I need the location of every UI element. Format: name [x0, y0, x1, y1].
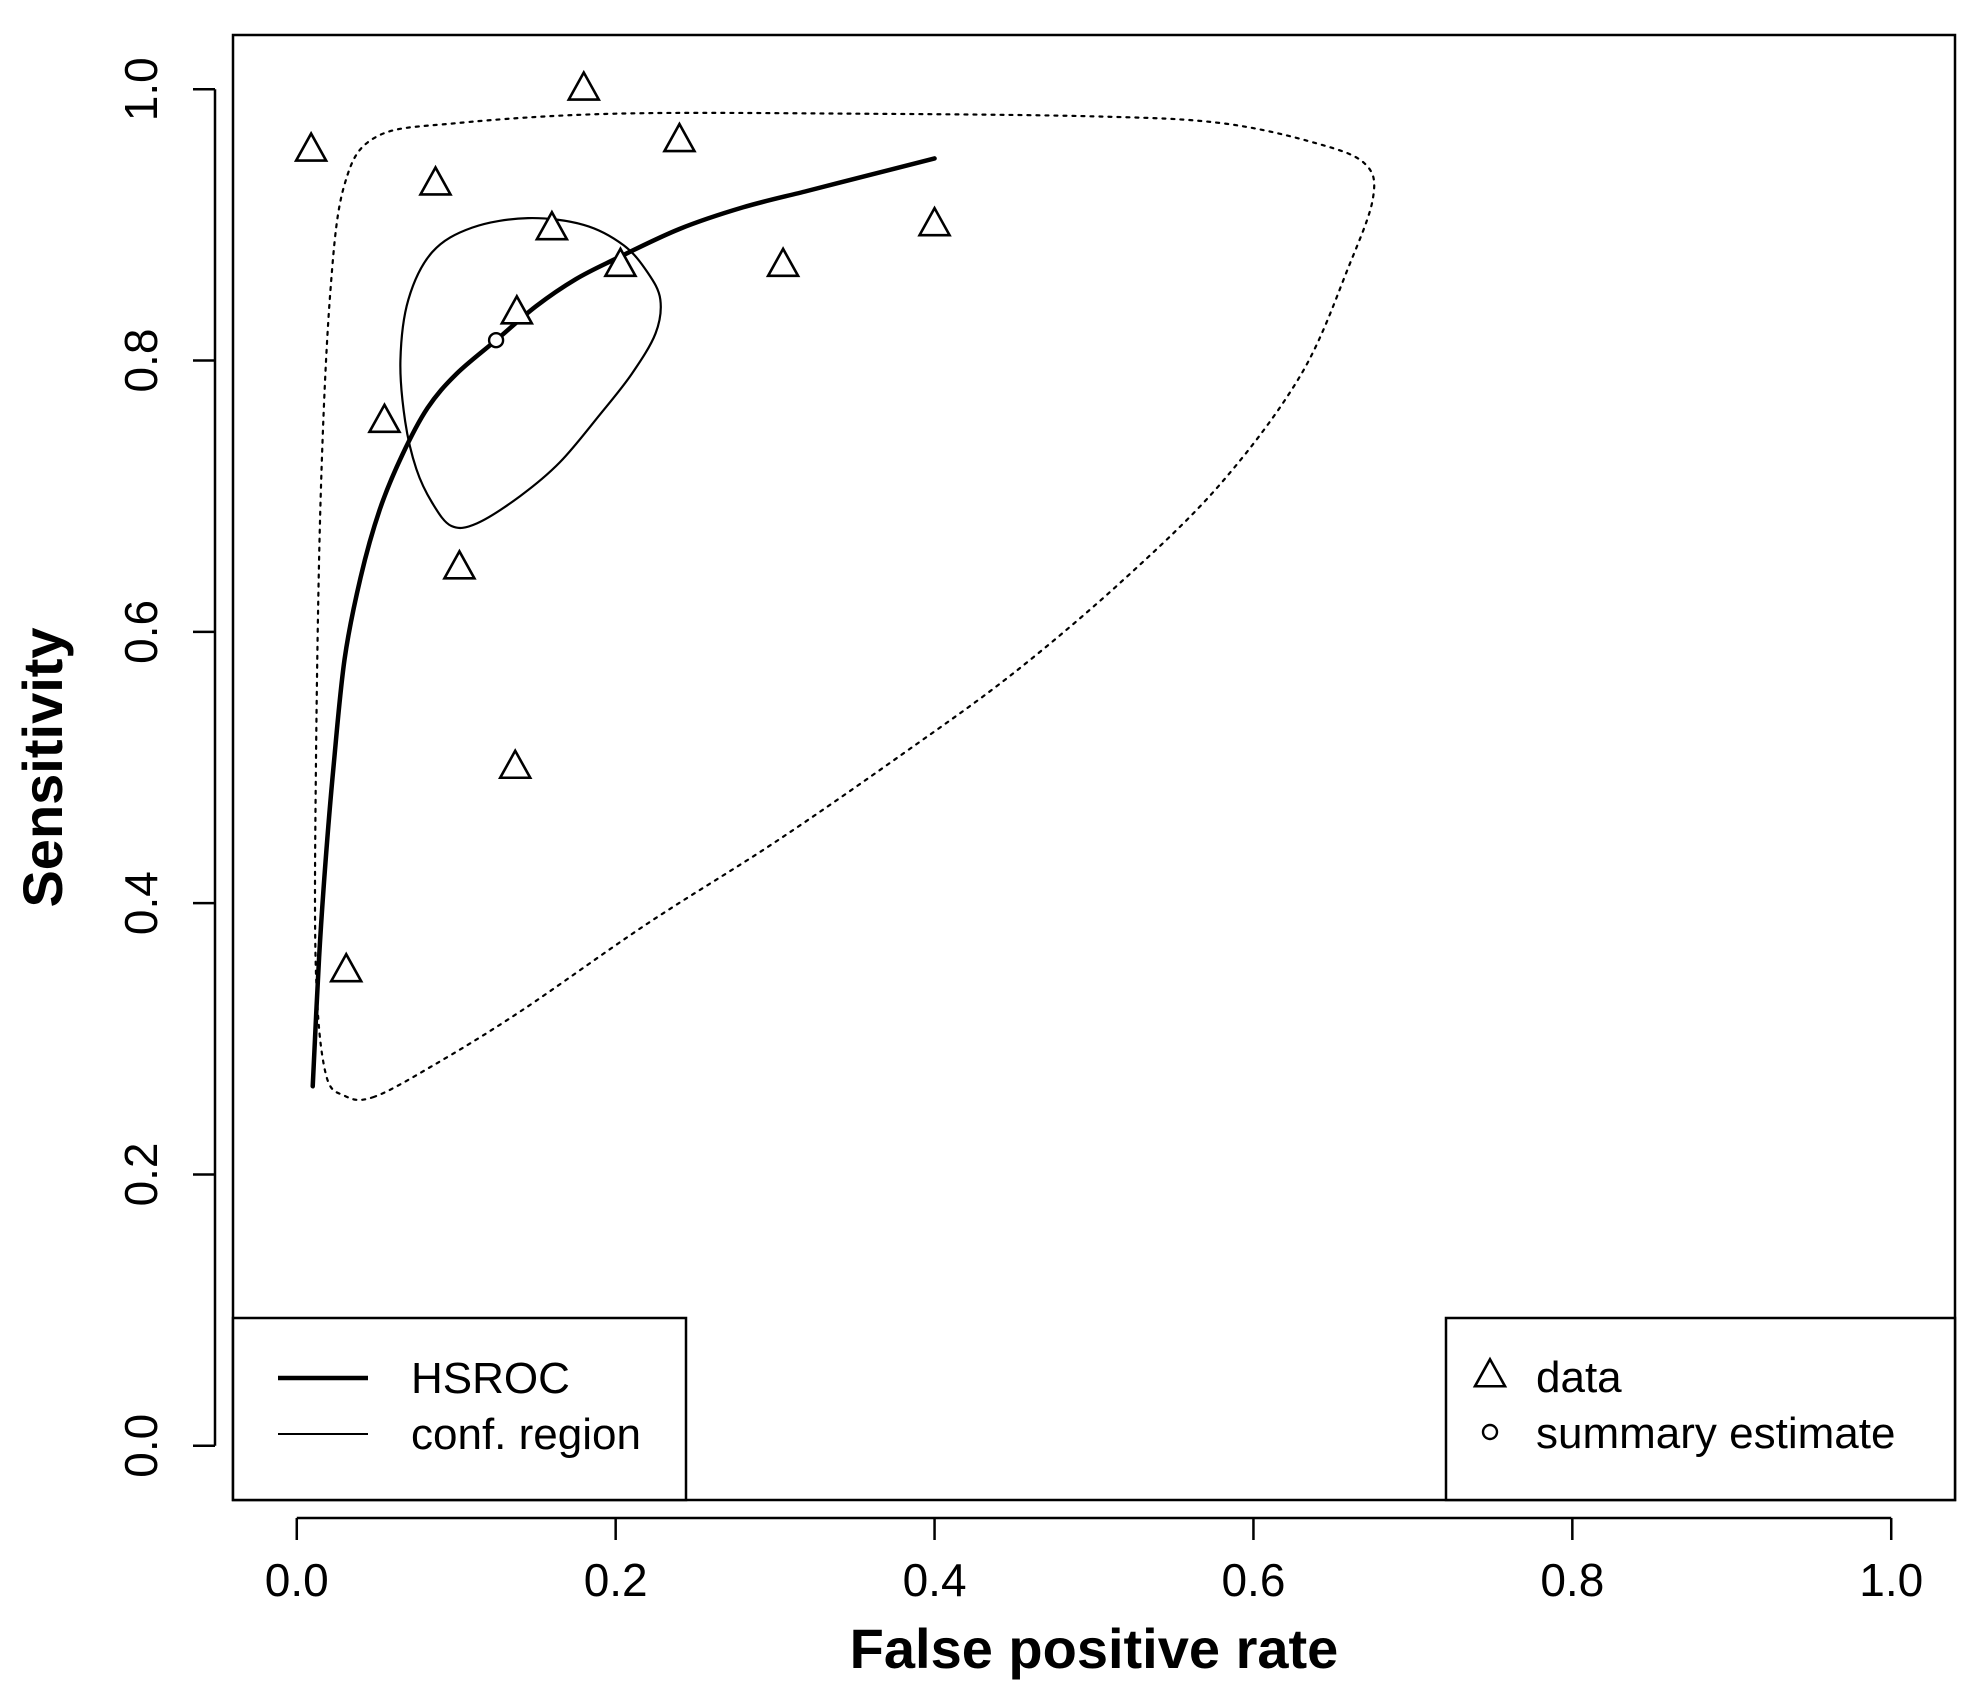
data-point — [328, 951, 364, 983]
axes: 0.0 0.2 0.4 0.6 0.8 1.0 0.0 0.2 0.4 0.6 0.8 1.0 — [115, 33, 1957, 1606]
data-point — [917, 205, 952, 237]
legend-right-label: data — [1536, 1353, 1622, 1402]
data-point — [534, 209, 570, 241]
plot-frame — [231, 33, 1957, 1502]
x-tick-label: 0.0 — [265, 1554, 329, 1606]
data-point — [498, 748, 533, 780]
summary-estimate-point — [487, 332, 505, 349]
data-point — [367, 402, 402, 434]
legend-right-box — [1444, 1316, 1957, 1502]
x-tick-label: 0.2 — [584, 1554, 648, 1606]
data-point — [662, 121, 697, 153]
x-tick-label: 1.0 — [1859, 1554, 1923, 1606]
data-point — [765, 246, 801, 278]
hsroc-curve — [310, 156, 937, 1089]
legends: HSROC conf. region data summary estimate — [231, 1316, 1957, 1502]
data-point — [566, 69, 601, 101]
y-tick-label: 0.4 — [115, 871, 167, 935]
legend-left-box — [231, 1316, 688, 1502]
x-tick-label: 0.6 — [1221, 1554, 1285, 1606]
x-tick-label: 0.8 — [1540, 1554, 1604, 1606]
y-tick-label: 1.0 — [115, 57, 167, 121]
legend-summary-swatch — [1481, 1423, 1499, 1441]
confidence-region — [399, 217, 662, 530]
x-tick-label: 0.4 — [903, 1554, 967, 1606]
data-point — [442, 548, 477, 580]
y-axis-title: Sensitivity — [11, 627, 74, 907]
y-tick-label: 0.2 — [115, 1142, 167, 1206]
legend-left-label: conf. region — [411, 1410, 641, 1459]
x-axis-title: False positive rate — [850, 1617, 1339, 1680]
plot-area — [293, 69, 1376, 1102]
prediction-region — [313, 111, 1376, 1102]
data-point — [418, 164, 453, 196]
legend-data-swatch — [1472, 1356, 1508, 1388]
data-point — [499, 293, 535, 325]
data-point — [603, 246, 638, 278]
y-tick-label: 0.0 — [115, 1414, 167, 1478]
y-tick-label: 0.6 — [115, 600, 167, 664]
data-point — [293, 130, 329, 162]
y-tick-label: 0.8 — [115, 329, 167, 393]
legend-right-label: summary estimate — [1536, 1409, 1895, 1458]
legend-left-label: HSROC — [411, 1354, 570, 1403]
